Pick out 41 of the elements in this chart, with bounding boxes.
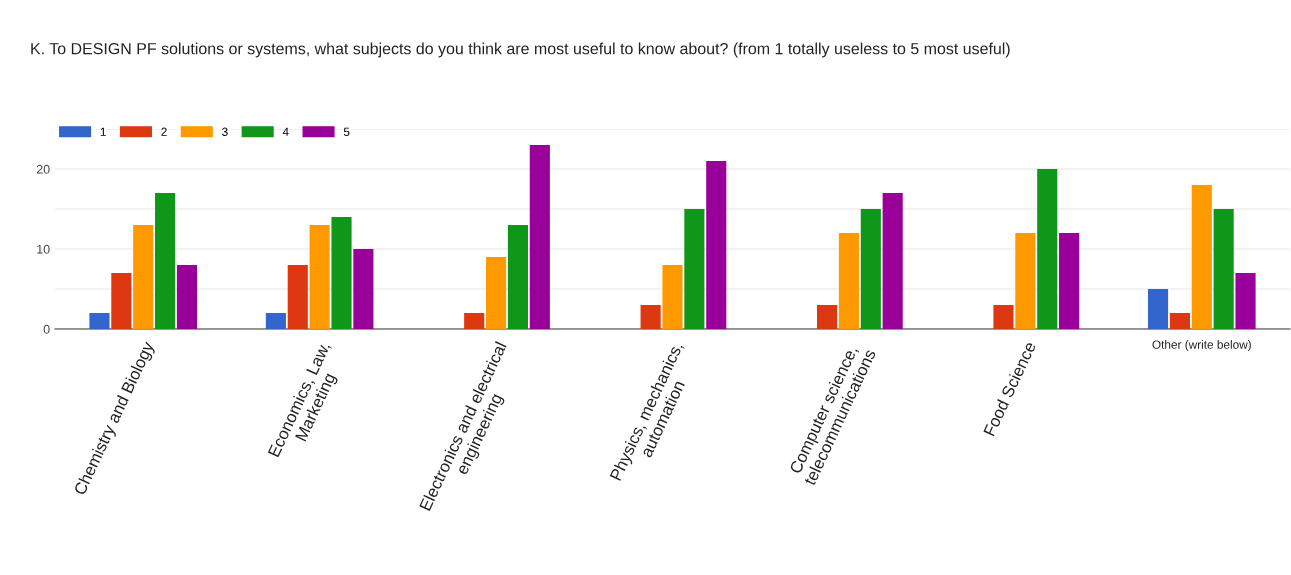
bar — [706, 161, 727, 329]
chart-title: K. To DESIGN PF solutions or systems, what subjects do you think are most useful to know about? (from 1 totally useless to 5 most useful) — [31, 42, 1010, 58]
bar — [309, 225, 330, 329]
bar — [176, 265, 198, 329]
bar — [133, 225, 154, 329]
bar — [1059, 233, 1080, 329]
bar — [507, 225, 529, 329]
bar — [287, 265, 308, 329]
bar — [111, 273, 132, 329]
y-tick-label: 20 — [36, 164, 50, 174]
bar — [353, 249, 374, 329]
bar — [155, 193, 176, 329]
legend-label: 5 — [343, 127, 350, 136]
bar — [1235, 273, 1256, 329]
bar — [1147, 289, 1169, 329]
legend-label: 4 — [282, 127, 289, 136]
bar — [838, 233, 859, 329]
y-tick-label: 0 — [43, 324, 50, 334]
bar — [1213, 209, 1234, 329]
bar — [1037, 169, 1058, 329]
bar — [662, 265, 683, 329]
bar — [1169, 313, 1190, 329]
x-tick-label: Other (write below) — [1152, 340, 1251, 352]
bar — [486, 257, 507, 329]
bar — [993, 305, 1014, 329]
bar — [1015, 233, 1036, 329]
bar — [1191, 185, 1212, 329]
legend-label: 3 — [222, 127, 228, 136]
legend-label: 2 — [161, 127, 167, 136]
bar — [882, 193, 903, 329]
bar — [816, 305, 838, 329]
legend-label: 1 — [100, 127, 106, 136]
bar — [464, 313, 485, 329]
bar — [331, 217, 352, 329]
bar — [89, 313, 110, 329]
bar — [529, 145, 550, 329]
y-tick-label: 10 — [37, 244, 50, 254]
bar — [265, 313, 286, 329]
bar — [640, 305, 661, 329]
bar — [684, 209, 705, 329]
bar — [860, 209, 881, 329]
